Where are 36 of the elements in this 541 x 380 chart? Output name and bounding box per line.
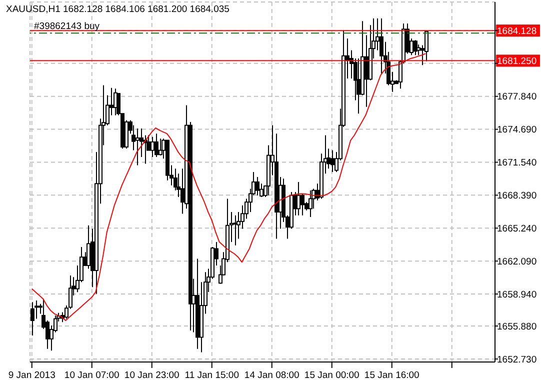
x-tick-label: 10 Jan 07:00 (64, 370, 120, 380)
candlestick (308, 190, 312, 218)
x-tick-label: 11 Jan 15:00 (184, 370, 239, 380)
y-tick-label: 1668.390 (497, 190, 537, 202)
x-tick-label: 10 Jan 23:00 (124, 370, 180, 380)
candlestick (158, 138, 162, 156)
candlestick (380, 18, 384, 74)
ref-line-label: 1684.128 (497, 26, 537, 38)
candlestick (296, 182, 300, 216)
y-tick-label: 1674.690 (497, 124, 537, 136)
candlestick (356, 58, 360, 114)
x-tick-label: 9 Jan 2013 (8, 370, 56, 380)
x-tick-label: 14 Jan 08:00 (244, 370, 300, 380)
y-tick-label: 1677.840 (497, 92, 537, 103)
candlestick (30, 302, 34, 336)
candlestick (150, 136, 154, 158)
candlestick (364, 34, 368, 108)
y-tick-label: 1662.090 (497, 256, 537, 268)
candlestick (300, 193, 304, 216)
chart-title: XAUUSD,H1 1682.128 1684.106 1681.200 1684.035 (6, 4, 230, 15)
ref-line-label: #39862143 buy (34, 21, 100, 32)
y-tick-label: 1655.880 (497, 321, 537, 332)
candlestick (256, 176, 260, 196)
candlestick (86, 224, 90, 270)
y-tick-label: 1652.730 (497, 354, 537, 366)
ref-line-label: 1681.250 (497, 56, 537, 68)
x-tick-label: 15 Jan 00:00 (304, 370, 360, 380)
candlestick (330, 150, 334, 172)
y-tick-label: 1671.540 (497, 158, 537, 169)
x-tick-label: 15 Jan 16:00 (364, 370, 420, 380)
y-tick-label: 1665.240 (497, 223, 537, 234)
candlestick (136, 128, 140, 166)
candlestick (154, 133, 158, 158)
y-tick-label: 1658.940 (497, 289, 537, 300)
candlestick (424, 30, 428, 62)
candlestick (414, 40, 418, 56)
